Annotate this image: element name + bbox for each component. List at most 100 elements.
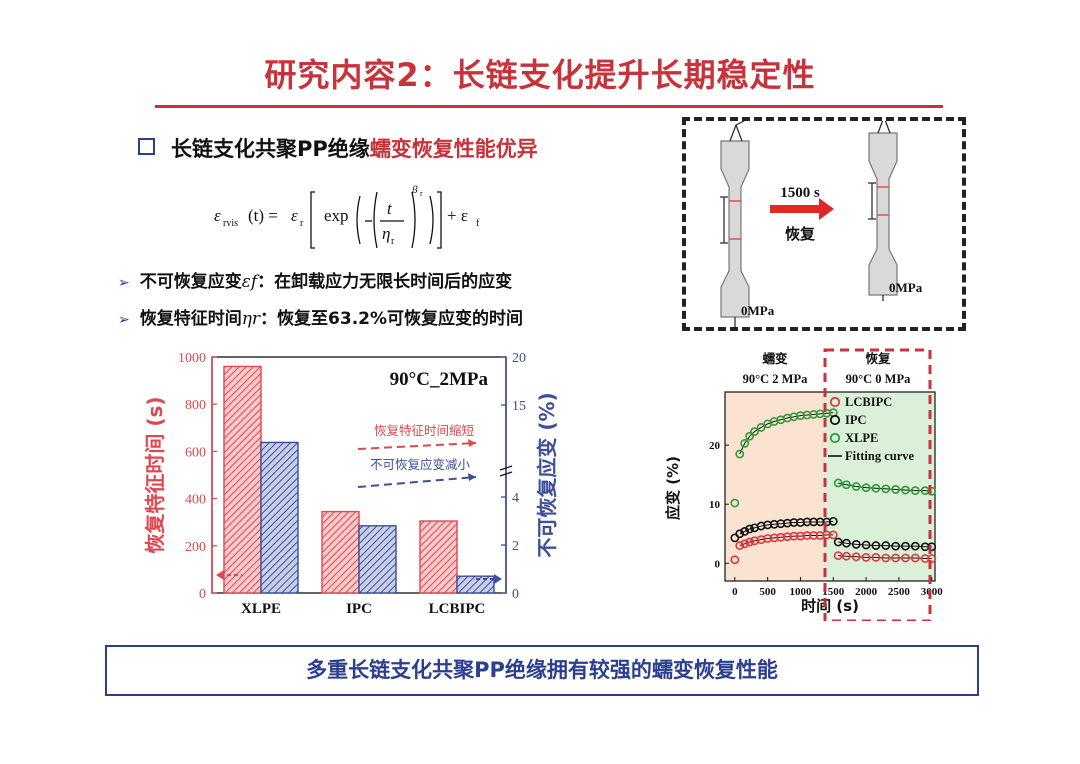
x-tick-label: IPC [346,601,372,617]
point-lcbipc [740,539,750,549]
point-xlpe [750,427,759,436]
formula-den-sub: r [391,236,395,247]
x-tick-label: 1000 [789,586,812,598]
right-stress-label: 0MPa [889,280,923,295]
x-tick-label: 3000 [921,586,944,598]
point-xlpe [910,486,920,496]
legend-xlpe-marker [829,432,841,444]
left-tick-label: 800 [185,398,206,413]
point-ipc [891,541,901,551]
point-lcbipc [871,552,881,562]
recovery-highlight-box [823,348,932,621]
bar-left-axis-label: 恢复特征时间 (s) [143,396,167,553]
point-ipc [910,541,920,551]
left-axis-pointer-icon [216,570,224,580]
creep-recovery-chart: 0 500 1000 1500 2000 2500 3000 0 10 20 蠕变 90°C 2 … [664,348,944,621]
heading-highlight: 蠕变恢复性能优异 [369,137,538,161]
point-xlpe [871,483,881,493]
symbol-eta-r: ηr [241,309,261,329]
point-xlpe [901,485,910,495]
bar-ipc-recovery-time [321,510,360,594]
left-tick-label: 400 [185,493,206,508]
point-lcbipc [833,551,843,561]
left-tick-label: 1000 [178,351,206,366]
legend-xlpe: XLPE [845,431,878,445]
right-tick-label: 4 [512,491,519,506]
x-tick-label: 1500 [822,586,845,598]
bar-xlpe-irreversible-strain [260,441,299,594]
formula-power: β [411,184,418,196]
point-lcbipc [881,553,891,563]
right-tick-label: 15 [512,399,526,414]
recovery-region-title: 恢复 [865,351,891,366]
point-xlpe [735,449,745,459]
annotation-arrow-icon [468,473,476,481]
arrow-bullet-icon: ➢ [118,275,130,291]
formula-power-sub: r [420,189,423,198]
right-tick-label: 2 [512,539,519,554]
point-lcbipc [910,553,920,563]
formula-lhs-sub: rvis [223,218,238,229]
heading-prefix: 长链支化共聚PP绝缘 [171,137,370,161]
formula-num: t [387,199,393,218]
recovery-region [825,392,935,581]
formula-den: η [382,224,390,243]
point-xlpe [833,478,843,488]
point-lcbipc [842,551,851,561]
point-lcbipc [861,552,871,562]
slide-title: 研究内容2：长链支化提升长期稳定性 [264,56,816,94]
y-tick-label: 20 [709,440,721,452]
arrow-sub-label: 恢复 [785,225,816,243]
bar-lcbipc-irreversible-strain [456,575,495,594]
point-xlpe [756,423,766,432]
formula-coef: ε [291,206,298,225]
left-tick-label: 200 [185,540,206,555]
point-xlpe [730,498,740,508]
legend-ipc: IPC [845,413,867,427]
point-xlpe [851,482,861,491]
line-y-axis-label: 应变 (%) [664,456,682,520]
legend-lcbipc-marker [829,396,841,408]
right-tick-label: 20 [512,351,526,366]
point-ipc [901,541,910,551]
formula-tail: + ε [447,206,468,225]
right-tick-label: 0 [512,587,519,602]
left-specimen [720,140,750,318]
point-lcbipc [891,553,901,563]
point-xlpe [745,431,755,441]
point-lcbipc [851,552,861,562]
point-xlpe [740,438,750,448]
point-xlpe [842,480,851,490]
point-ipc [927,542,937,552]
creep-recovery-formula: ε ε t η β + ε rvis r r r f (t) = exp [214,184,480,249]
x-tick-label: 2500 [888,586,911,598]
arrow-bullet-icon: ➢ [118,312,130,328]
point-ipc [745,524,755,534]
annotation-strain-smaller: 不可恢复应变减小 [370,457,471,472]
symbol-epsilon-f: εf [241,272,258,292]
x-tick-label: XLPE [241,601,281,617]
point-xlpe [891,485,901,494]
specimen-diagram-box [682,117,966,331]
y-tick-label: 0 [715,558,721,570]
point-xlpe [927,486,937,496]
point-ipc [740,526,750,536]
point-ipc [851,539,861,549]
legend-fit: Fitting curve [845,449,915,463]
x-tick-label: LCBIPC [429,601,486,617]
bar-ipc-irreversible-strain [358,525,397,594]
square-bullet-icon [138,138,155,155]
bullet-recovery-time: ➢ 恢复特征时间ηr：恢复至63.2%可恢复应变的时间 [118,309,524,329]
point-lcbipc [828,530,838,540]
point-ipc [881,541,891,550]
point-xlpe [881,484,891,494]
summary-box: 多重长链支化共聚PP绝缘拥有较强的蠕变恢复性能 [105,645,979,696]
bullet-irreversible-strain: ➢ 不可恢复应变εf：在卸载应力无限长时间后的应变 [118,272,513,292]
bar-chart-title: 90°C_2MPa [390,369,489,390]
annotation-arrow-icon [468,439,476,447]
x-tick-label: 500 [759,586,776,598]
recovery-region-condition: 90°C 0 MPa [846,372,911,386]
x-tick-label: 2000 [855,586,878,598]
point-xlpe [861,483,871,493]
specimen-diagram: 1500 s 恢复 0MPa 0MPa [720,121,923,327]
